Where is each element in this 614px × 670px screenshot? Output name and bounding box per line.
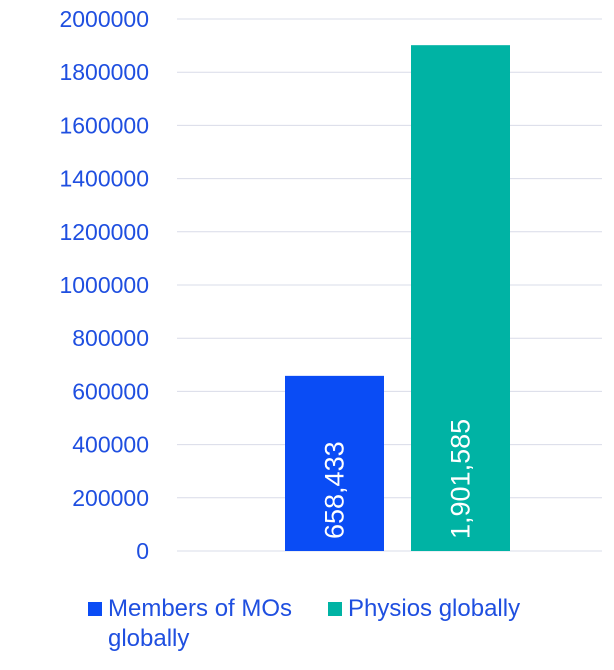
bar [285,375,384,551]
y-tick-label: 0 [136,538,149,564]
y-tick-label: 400000 [72,432,149,458]
legend-item-physios: Physios globally [328,594,520,654]
y-tick-label: 1800000 [59,59,149,85]
legend-swatch-members [88,602,102,616]
y-axis: 0 200000 400000 600000 800000 1000000 1200000 1… [59,6,149,564]
bar-data-label: 658,433 [320,441,350,539]
y-tick-label: 1200000 [59,219,149,245]
bar-data-label: 1,901,585 [446,419,476,539]
bar-chart: 0 200000 400000 600000 800000 1000000 1200000 1… [59,6,602,564]
y-tick-label: 200000 [72,485,149,511]
bars: 658,433 1,901,585 [285,45,510,551]
legend-item-members: Members of MOs globally [88,594,298,654]
legend-label-members: Members of MOs globally [108,595,293,652]
legend: Members of MOs globally Physios globally [88,594,520,654]
y-tick-label: 1600000 [59,112,149,138]
gridlines [177,18,602,552]
y-tick-label: 2000000 [59,6,149,32]
bar [411,45,510,551]
legend-swatch-physios [328,602,342,616]
y-tick-label: 1000000 [59,272,149,298]
legend-label-physios: Physios globally [348,595,521,622]
y-tick-label: 600000 [72,378,149,404]
y-tick-label: 1400000 [59,166,149,192]
y-tick-label: 800000 [72,325,149,351]
